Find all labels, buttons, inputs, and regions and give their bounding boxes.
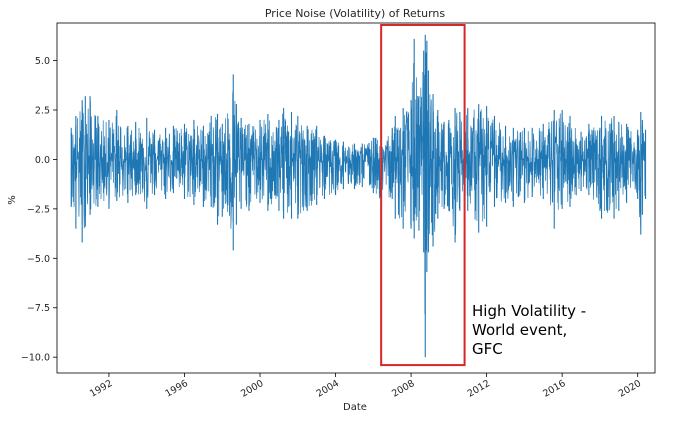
y-axis-label: %: [7, 195, 18, 205]
annotation-text-line: GFC: [472, 340, 503, 358]
x-axis-label: Date: [343, 402, 367, 413]
y-tick-label: −5.0: [27, 254, 50, 265]
highlight-box: [380, 23, 466, 367]
x-tick-label: 2004: [315, 378, 341, 400]
y-tick-label: 2.5: [35, 106, 50, 117]
x-tick-label: 1996: [164, 378, 190, 400]
x-tick-label: 2016: [541, 378, 567, 400]
x-tick-label: 2000: [239, 378, 265, 400]
y-tick-label: 5.0: [35, 56, 50, 67]
x-tick-label: 2012: [466, 378, 492, 400]
y-tick-label: −7.5: [27, 303, 50, 314]
y-tick-label: −10.0: [21, 353, 50, 364]
x-tick-label: 1992: [88, 378, 114, 400]
x-tick-label: 2008: [390, 378, 416, 400]
plot-frame: [56, 22, 656, 374]
x-tick-label: 2020: [617, 378, 643, 400]
annotation-text-line: World event,: [472, 321, 567, 339]
y-tick-label: −2.5: [27, 204, 50, 215]
y-tick-label: 0.0: [35, 155, 50, 166]
series-noise-line: [70, 58, 646, 315]
chart-title: Price Noise (Volatility) of Returns: [265, 7, 446, 20]
annotation-text-line: High Volatility -: [472, 302, 586, 320]
